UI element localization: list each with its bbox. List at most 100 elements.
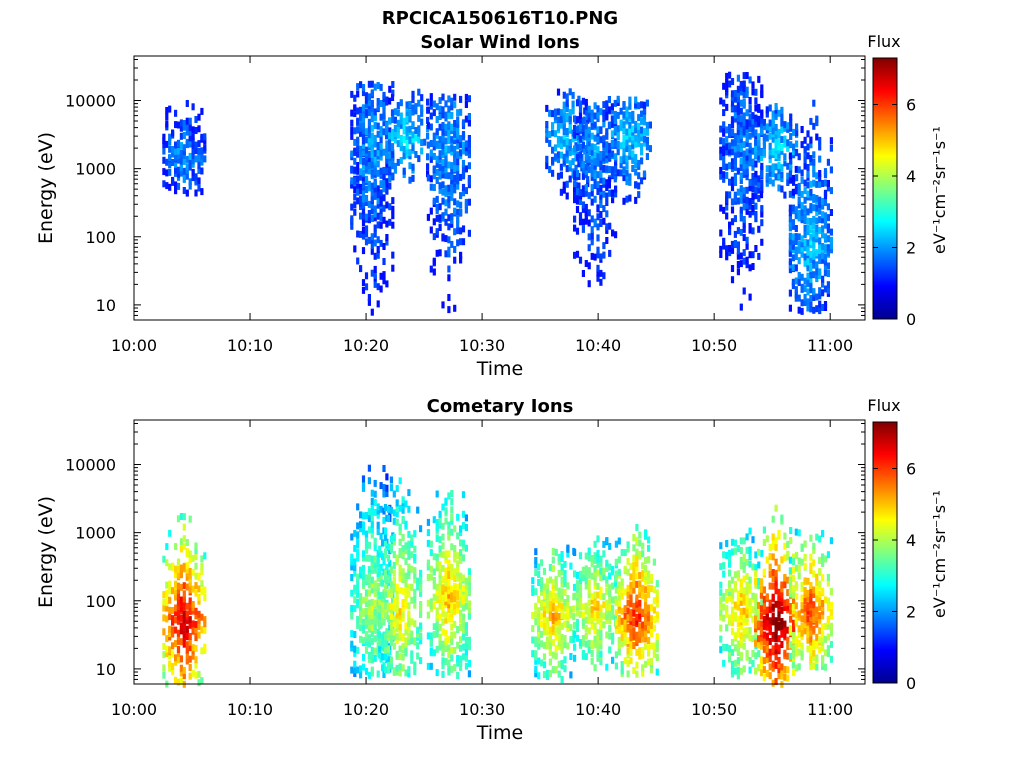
heatmap-cell [361,279,366,287]
heatmap-cell [596,204,600,212]
heatmap-cell [777,656,781,664]
heatmap-cell [608,584,612,592]
heatmap-cell [459,108,463,116]
heatmap-cell [194,173,198,181]
heatmap-cell [625,145,629,152]
heatmap-cell [174,565,178,573]
heatmap-cell [413,595,417,603]
heatmap-cell [385,98,389,106]
heatmap-cell [815,115,819,123]
heatmap-cell [467,575,471,583]
heatmap-cell [464,581,468,589]
heatmap-cell [754,133,758,141]
heatmap-cell [617,603,621,611]
heatmap-cell [722,592,726,600]
heatmap-cell [361,653,366,661]
heatmap-cell [565,165,569,173]
heatmap-cell [408,136,412,144]
heatmap-cell [447,223,451,231]
heatmap-cell [745,242,749,250]
heatmap-cell [350,612,354,620]
heatmap-cell [382,258,386,265]
heatmap-cell [826,574,830,581]
heatmap-cell [622,153,626,161]
heatmap-cell [531,650,535,658]
heatmap-cell [581,124,585,132]
heatmap-cell [556,156,561,164]
heatmap-cell [622,157,626,165]
heatmap-cell [644,557,648,564]
heatmap-cell [174,153,178,161]
heatmap-cell [405,151,409,159]
heatmap-cell [596,560,600,568]
heatmap-cell [389,662,393,669]
heatmap-cell [803,553,807,561]
heatmap-cell [768,169,772,177]
heatmap-cell [809,305,813,313]
heatmap-cell [197,593,201,601]
heatmap-cell [620,578,624,586]
heatmap-cell [602,612,606,620]
heatmap-cell [370,99,374,107]
heatmap-cell [559,188,563,196]
heatmap-cell [587,166,591,174]
heatmap-cell [404,669,408,677]
heatmap-cell [381,653,385,661]
heatmap-cell [399,112,403,120]
heatmap-cell [426,574,430,581]
heatmap-cell [599,616,603,623]
heatmap-cell [655,645,659,653]
heatmap-cell [730,576,735,584]
heatmap-cell [373,224,377,232]
heatmap-cell [754,143,758,151]
heatmap-cell [809,193,813,201]
heatmap-cell [413,530,417,538]
heatmap-cell [575,585,580,593]
heatmap-cell [736,122,740,130]
heatmap-cell [379,83,383,91]
heatmap-cell [823,199,828,206]
heatmap-cell [194,661,198,669]
colorbar-title: Flux [867,396,900,415]
heatmap-cell [168,168,172,176]
heatmap-cell [385,201,389,209]
heatmap-cell [786,636,790,644]
heatmap-cell [593,143,597,151]
heatmap-cell [179,669,183,677]
heatmap-cell [780,618,784,625]
heatmap-cell [809,562,813,570]
heatmap-cell [719,245,723,253]
heatmap-cell [404,591,408,599]
heatmap-cell [376,122,380,130]
heatmap-cell [789,603,793,610]
heatmap-cell [379,142,383,150]
heatmap-cell [748,76,752,84]
heatmap-cell [728,162,732,170]
heatmap-cell [459,140,463,148]
heatmap-cell [376,185,380,193]
heatmap-cell [399,121,403,129]
heatmap-cell [803,591,807,598]
heatmap-cell [739,107,743,115]
heatmap-cell [392,581,396,589]
heatmap-cell [551,625,555,632]
heatmap-cell [645,99,649,107]
heatmap-cell [719,589,723,597]
heatmap-cell [829,242,833,250]
heatmap-cell [571,135,575,143]
heatmap-cell [396,102,400,109]
heatmap-cell [774,558,778,566]
heatmap-cell [407,563,411,571]
heatmap-cell [823,168,828,176]
heatmap-cell [379,136,383,143]
heatmap-cell [631,125,635,133]
heatmap-cell [401,610,405,618]
heatmap-cell [168,145,172,153]
heatmap-cell [182,582,186,590]
heatmap-cell [757,561,761,569]
heatmap-cell [404,547,408,555]
heatmap-cell [593,664,597,672]
heatmap-cell [392,628,396,636]
heatmap-cell [733,105,737,113]
heatmap-cell [379,214,383,222]
